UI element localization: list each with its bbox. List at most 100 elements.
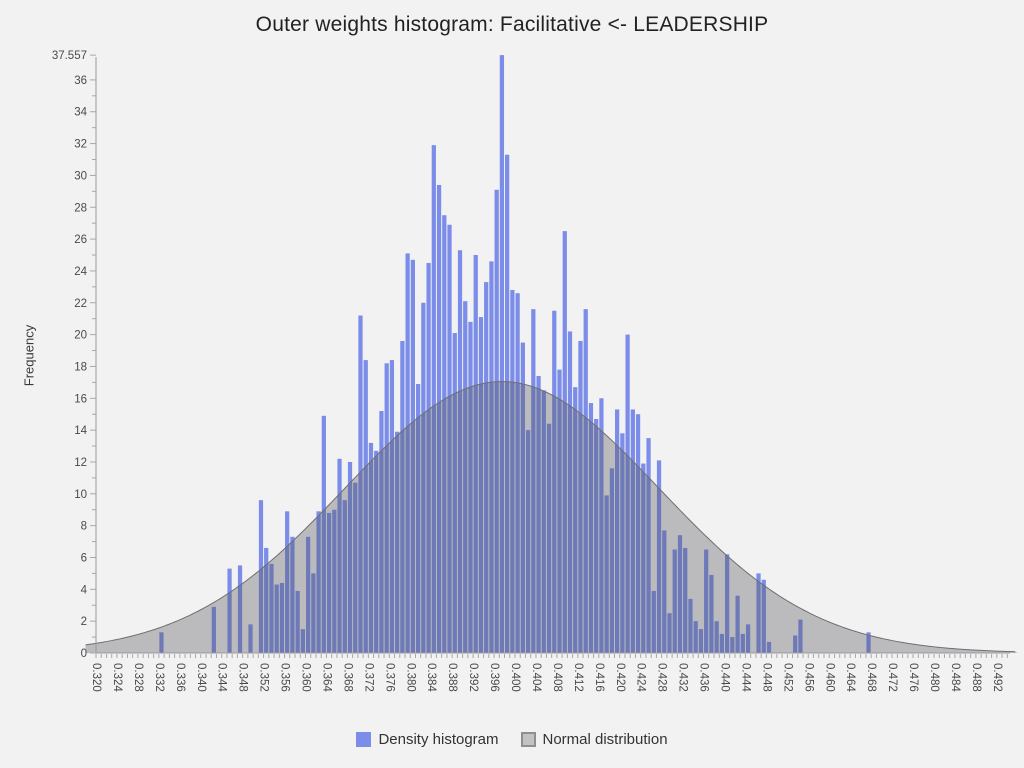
histogram-bar <box>725 554 730 653</box>
svg-text:10: 10 <box>74 489 87 501</box>
svg-text:28: 28 <box>74 202 87 214</box>
density-histogram-swatch-icon <box>356 732 372 747</box>
histogram-bar <box>604 495 609 653</box>
svg-text:0.368: 0.368 <box>341 663 353 692</box>
histogram-bar <box>630 409 635 653</box>
histogram-bar <box>353 482 358 653</box>
histogram-bar <box>457 250 463 654</box>
histogram-bar <box>798 619 803 653</box>
histogram-bar <box>520 342 525 653</box>
histogram-bar <box>159 632 164 653</box>
histogram-bar <box>211 606 216 653</box>
svg-text:22: 22 <box>74 298 87 310</box>
histogram-bar <box>300 629 305 653</box>
svg-text:0.440: 0.440 <box>719 663 731 692</box>
legend-item-normal-distribution: Normal distribution <box>520 731 668 748</box>
histogram-bar <box>745 624 751 653</box>
histogram-bar <box>667 613 672 653</box>
histogram-bar <box>478 317 484 653</box>
svg-text:0.396: 0.396 <box>488 663 500 692</box>
svg-text:0.348: 0.348 <box>237 663 249 692</box>
histogram-bar <box>237 565 243 653</box>
svg-text:0.356: 0.356 <box>279 663 291 692</box>
svg-text:24: 24 <box>74 266 87 278</box>
svg-text:0: 0 <box>81 648 87 660</box>
svg-text:0.444: 0.444 <box>739 663 751 692</box>
histogram-bar <box>646 438 651 653</box>
histogram-bar <box>258 500 264 653</box>
svg-text:0.376: 0.376 <box>383 663 395 692</box>
svg-text:20: 20 <box>74 330 87 342</box>
histogram-bar <box>793 635 798 653</box>
histogram-bar <box>332 509 337 653</box>
svg-text:36: 36 <box>74 75 87 87</box>
histogram-bar <box>421 302 426 653</box>
histogram-bar <box>389 360 395 653</box>
svg-text:0.324: 0.324 <box>111 663 123 692</box>
histogram-bar <box>384 363 389 653</box>
histogram-bar <box>693 621 698 653</box>
histogram-bar <box>698 629 704 653</box>
normal-distribution-swatch-icon <box>520 732 536 747</box>
histogram-bar <box>704 549 709 653</box>
histogram-bar <box>505 154 510 653</box>
histogram-bar <box>321 415 326 653</box>
histogram-bar <box>264 547 269 653</box>
histogram-bar <box>688 598 693 653</box>
svg-text:0.320: 0.320 <box>90 663 102 692</box>
histogram-bar <box>415 383 421 653</box>
svg-text:4: 4 <box>81 584 88 596</box>
histogram-bar <box>274 584 279 653</box>
histogram-bar <box>248 624 253 653</box>
svg-text:0.436: 0.436 <box>698 663 710 692</box>
histogram-bar <box>311 573 316 653</box>
svg-text:30: 30 <box>74 170 87 182</box>
histogram-bar <box>766 641 772 653</box>
histogram-bar <box>368 442 374 653</box>
svg-text:0.476: 0.476 <box>907 663 919 692</box>
histogram-bar <box>494 189 499 654</box>
svg-text:32: 32 <box>74 139 87 151</box>
histogram-bar <box>620 433 625 653</box>
svg-text:0.388: 0.388 <box>446 663 458 692</box>
svg-text:8: 8 <box>81 521 87 533</box>
histogram-bar <box>730 637 735 653</box>
svg-text:37.557: 37.557 <box>52 50 87 62</box>
histogram-bar <box>625 334 630 653</box>
histogram-bar <box>641 463 646 653</box>
histogram-bar <box>588 403 594 653</box>
svg-text:0.360: 0.360 <box>300 663 312 692</box>
svg-text:0.456: 0.456 <box>802 663 814 692</box>
histogram-bar <box>761 579 766 653</box>
svg-text:6: 6 <box>81 552 87 564</box>
svg-text:18: 18 <box>74 361 87 373</box>
svg-text:0.492: 0.492 <box>991 663 1003 692</box>
histogram-bar <box>285 511 290 653</box>
legend-label-density-histogram: Density histogram <box>378 731 499 748</box>
svg-text:0.488: 0.488 <box>970 663 982 692</box>
histogram-bar <box>337 458 342 653</box>
histogram-bar <box>594 418 599 653</box>
histogram-bar <box>374 450 379 653</box>
histogram-bar <box>683 547 688 653</box>
histogram-bar <box>599 398 604 653</box>
svg-text:0.340: 0.340 <box>195 663 207 692</box>
histogram-bar <box>426 262 431 653</box>
legend-item-density-histogram: Density histogram <box>356 731 499 748</box>
histogram-bar <box>719 633 724 653</box>
histogram-bar <box>468 321 473 653</box>
histogram-bar <box>499 55 505 654</box>
svg-text:0.380: 0.380 <box>404 663 416 692</box>
svg-text:0.344: 0.344 <box>216 663 228 692</box>
svg-text:0.480: 0.480 <box>928 663 940 692</box>
svg-text:0.420: 0.420 <box>614 663 626 692</box>
histogram-bar <box>447 224 452 653</box>
histogram-bar <box>227 568 232 653</box>
histogram-bar <box>431 145 436 654</box>
svg-text:26: 26 <box>74 234 87 246</box>
svg-text:0.392: 0.392 <box>467 663 479 692</box>
histogram-bar <box>279 582 285 653</box>
histogram-bar <box>395 431 400 653</box>
svg-text:14: 14 <box>74 425 87 437</box>
svg-text:0.404: 0.404 <box>530 663 542 692</box>
